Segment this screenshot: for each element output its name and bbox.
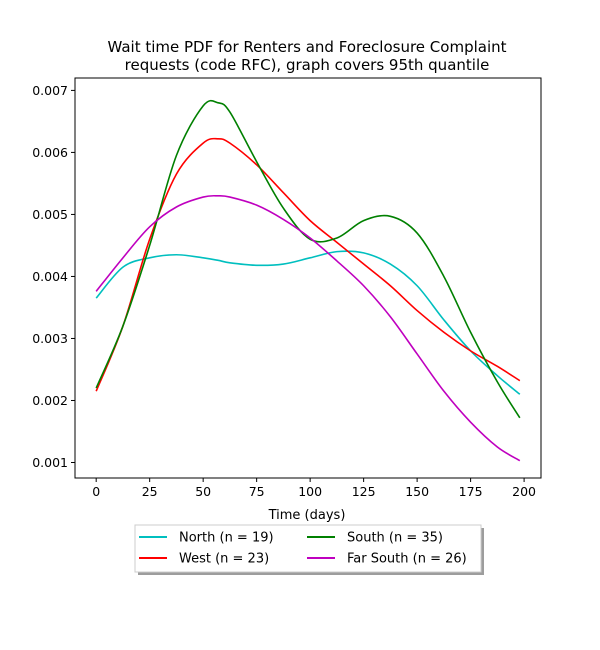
x-tick-label: 25 bbox=[142, 484, 158, 499]
legend-label: South (n = 35) bbox=[347, 531, 443, 546]
y-tick-label: 0.007 bbox=[32, 83, 68, 98]
chart-subtitle: requests (code RFC), graph covers 95th q… bbox=[125, 56, 490, 74]
y-tick-label: 0.004 bbox=[32, 269, 68, 284]
x-axis-label: Time (days) bbox=[268, 508, 346, 523]
y-tick-label: 0.001 bbox=[32, 455, 68, 470]
plot-area-frame bbox=[74, 77, 542, 479]
x-tick-label: 150 bbox=[405, 484, 429, 499]
series-line-south bbox=[95, 99, 521, 419]
x-axis: 0 25 50 75 100 125 150 175 200 bbox=[92, 478, 536, 499]
series-line-north bbox=[95, 250, 521, 395]
legend-label: Far South (n = 26) bbox=[347, 552, 467, 567]
legend-item-north: North (n = 19) bbox=[139, 531, 274, 546]
x-tick-label: 175 bbox=[459, 484, 483, 499]
legend-label: North (n = 19) bbox=[179, 531, 274, 546]
y-tick-label: 0.006 bbox=[32, 145, 68, 160]
legend-box bbox=[134, 524, 482, 573]
series-line-far-south bbox=[95, 194, 521, 462]
x-tick-label: 200 bbox=[512, 484, 536, 499]
legend: North (n = 19) West (n = 23) South (n = 35… bbox=[134, 524, 484, 575]
x-tick-label: 125 bbox=[352, 484, 376, 499]
series-line-west bbox=[95, 137, 521, 392]
x-tick-label: 100 bbox=[298, 484, 322, 499]
x-tick-label: 0 bbox=[92, 484, 100, 499]
chart-title: Wait time PDF for Renters and Foreclosur… bbox=[107, 38, 506, 56]
legend-item-west: West (n = 23) bbox=[139, 552, 269, 567]
y-axis: 0.001 0.002 0.003 0.004 0.005 0.006 0.007 bbox=[32, 83, 75, 470]
x-tick-label: 75 bbox=[249, 484, 265, 499]
legend-label: West (n = 23) bbox=[179, 552, 269, 567]
series-layer bbox=[95, 99, 521, 462]
legend-item-far-south: Far South (n = 26) bbox=[307, 552, 467, 567]
y-tick-label: 0.002 bbox=[32, 393, 68, 408]
y-tick-label: 0.003 bbox=[32, 331, 68, 346]
legend-item-south: South (n = 35) bbox=[307, 531, 443, 546]
y-tick-label: 0.005 bbox=[32, 207, 68, 222]
x-tick-label: 50 bbox=[195, 484, 211, 499]
